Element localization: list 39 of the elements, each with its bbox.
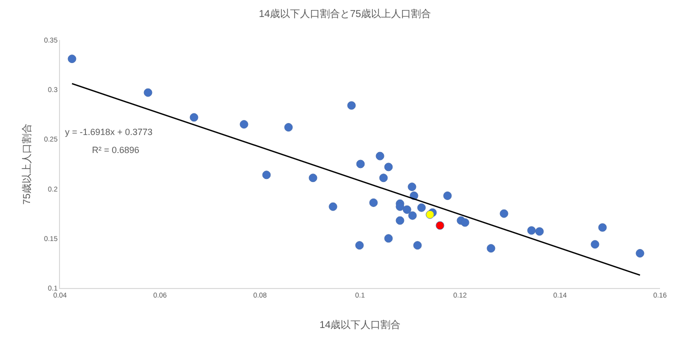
point [408, 211, 417, 220]
point [396, 216, 404, 225]
annotation: R² = 0.6896 [92, 145, 140, 155]
point [486, 244, 496, 253]
point [417, 203, 426, 212]
annotation: y = -1.6918x + 0.3773 [65, 127, 153, 137]
point [379, 174, 388, 182]
point [328, 202, 338, 211]
point [384, 162, 393, 172]
point [590, 240, 600, 249]
point [355, 241, 364, 250]
point [443, 191, 452, 200]
point [284, 123, 293, 132]
point [190, 113, 198, 122]
point [262, 170, 271, 180]
point [598, 223, 607, 232]
point [408, 182, 416, 192]
point [308, 174, 318, 182]
point [500, 209, 508, 218]
point [384, 234, 393, 243]
point [426, 210, 434, 219]
point [356, 160, 365, 168]
point [436, 221, 444, 230]
point [369, 198, 378, 207]
point [144, 88, 152, 97]
point [636, 249, 644, 258]
chart-title: 14歳以下人口割合と75歳以上人口割合 [258, 8, 432, 20]
point [402, 205, 412, 214]
y-axis-title: 75歳以上人口割合 [21, 123, 33, 205]
x-axis-title: 14歳以下人口割合 [319, 319, 401, 331]
point [68, 54, 76, 64]
point [376, 152, 384, 160]
point [413, 241, 422, 250]
point [527, 226, 536, 235]
point [396, 202, 404, 211]
point [240, 120, 248, 129]
point [535, 227, 544, 236]
point [347, 101, 356, 110]
point [460, 218, 470, 227]
